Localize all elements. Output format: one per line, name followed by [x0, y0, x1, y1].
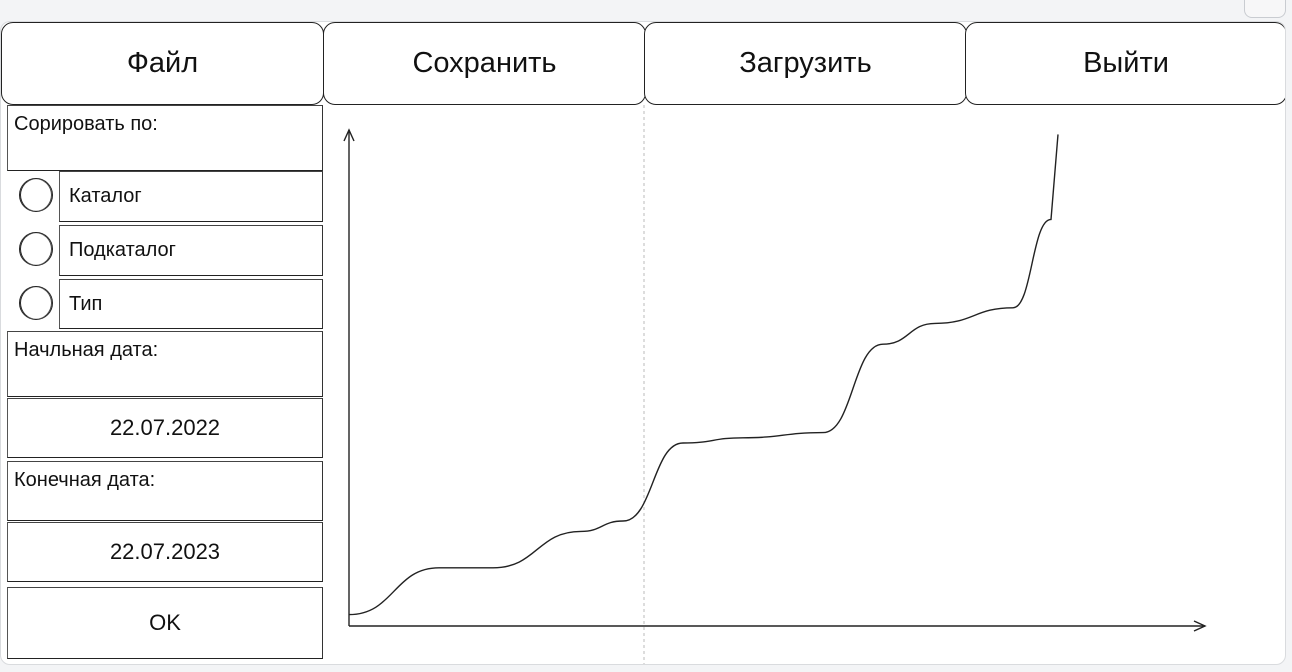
- sort-by-label: Сорировать по:: [7, 105, 323, 171]
- series-line: [348, 134, 1059, 616]
- start-date-label: Начльная дата:: [7, 331, 323, 397]
- end-date-label: Конечная дата:: [7, 461, 323, 521]
- option-type-label: Тип: [69, 292, 103, 315]
- option-catalog[interactable]: Каталог: [59, 171, 323, 222]
- option-type[interactable]: Тип: [59, 279, 323, 329]
- y-axis-arrow: [343, 128, 355, 142]
- save-button[interactable]: Сохранить: [323, 22, 646, 105]
- app-frame: Файл Сохранить Загрузить Выйти Сорироват…: [0, 21, 1286, 665]
- start-date-field[interactable]: 22.07.2022: [7, 398, 323, 458]
- radio-catalog[interactable]: [19, 178, 53, 212]
- end-date-field[interactable]: 22.07.2023: [7, 522, 323, 582]
- option-subcatalog[interactable]: Подкаталог: [59, 225, 323, 276]
- file-menu-label: Файл: [126, 47, 199, 79]
- corner-button[interactable]: [1244, 0, 1286, 18]
- load-label: Загрузить: [739, 47, 872, 79]
- radio-type[interactable]: [19, 286, 53, 320]
- option-subcatalog-label: Подкаталог: [69, 239, 176, 261]
- radio-subcatalog[interactable]: [19, 232, 53, 266]
- line-chart: [343, 105, 1207, 664]
- x-axis-arrow: [1193, 620, 1207, 632]
- save-label: Сохранить: [412, 47, 557, 79]
- filter-panel: Сорировать по: Каталог Подкаталог Тип На…: [1, 105, 323, 664]
- option-catalog-label: Каталог: [69, 185, 142, 207]
- file-menu-button[interactable]: Файл: [1, 22, 324, 105]
- exit-label: Выйти: [1083, 47, 1169, 79]
- ok-button[interactable]: OK: [7, 587, 323, 659]
- load-button[interactable]: Загрузить: [644, 22, 967, 105]
- exit-button[interactable]: Выйти: [965, 22, 1285, 105]
